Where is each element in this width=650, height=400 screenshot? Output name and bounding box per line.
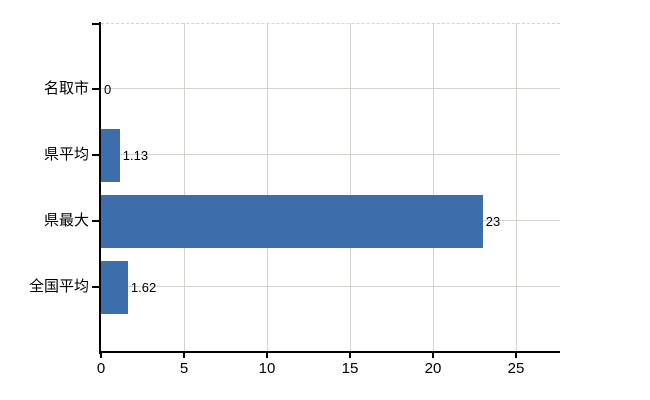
category-label: 県平均 xyxy=(43,146,89,163)
bar xyxy=(101,129,120,182)
bar-value-label: 1.13 xyxy=(122,148,149,163)
plot-area: 0 1.13 23 1.62 0 5 10 xyxy=(92,22,560,376)
category-label: 県最大 xyxy=(43,212,89,229)
x-axis-tick xyxy=(349,353,351,358)
category-label: 名取市 xyxy=(43,80,89,97)
bar-value-label: 1.62 xyxy=(130,280,157,295)
x-axis-line xyxy=(99,351,560,353)
y-axis-line xyxy=(99,22,101,354)
bar-value-label: 23 xyxy=(485,214,501,229)
x-axis-tick xyxy=(266,353,268,358)
bar xyxy=(101,261,128,314)
x-tick-label: 20 xyxy=(424,360,442,377)
y-axis-tick xyxy=(92,23,99,25)
y-axis-tick xyxy=(92,220,99,222)
y-gridline xyxy=(101,154,560,155)
bar xyxy=(101,195,483,248)
x-gridline xyxy=(184,23,185,352)
x-tick-label: 15 xyxy=(341,360,359,377)
y-gridline xyxy=(101,286,560,287)
x-gridline xyxy=(350,23,351,352)
x-axis-tick xyxy=(100,353,102,358)
x-axis-tick xyxy=(515,353,517,358)
y-axis-tick xyxy=(92,88,99,90)
bar-row: 1.13 xyxy=(101,129,560,182)
bar-value-label: 0 xyxy=(104,82,112,97)
x-gridline xyxy=(433,23,434,352)
plot-top-border xyxy=(101,23,560,24)
x-tick-label: 25 xyxy=(507,360,525,377)
bar-row: 1.62 xyxy=(101,261,560,314)
category-label: 全国平均 xyxy=(28,278,89,295)
bar-row: 0 xyxy=(101,63,560,116)
x-axis-tick xyxy=(183,353,185,358)
x-tick-label: 10 xyxy=(258,360,276,377)
x-tick-label: 0 xyxy=(96,360,106,377)
y-gridline xyxy=(101,88,560,89)
y-axis-tick xyxy=(92,286,99,288)
x-gridline xyxy=(516,23,517,352)
y-axis-tick xyxy=(92,154,99,156)
bar-row: 23 xyxy=(101,195,560,248)
x-axis-tick xyxy=(432,353,434,358)
x-gridline xyxy=(267,23,268,352)
x-tick-label: 5 xyxy=(179,360,189,377)
